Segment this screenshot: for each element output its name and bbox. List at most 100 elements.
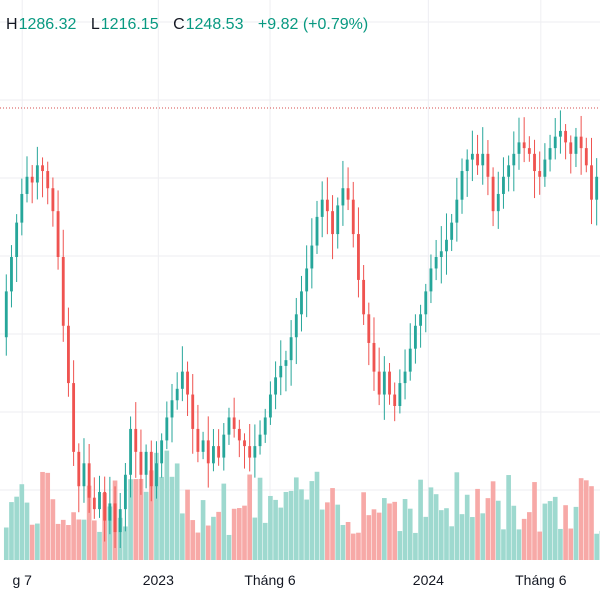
volume-bar <box>449 526 454 560</box>
candle-body <box>553 136 557 149</box>
candle-body <box>362 279 366 315</box>
candle-body <box>476 153 479 166</box>
volume-bar <box>164 450 170 560</box>
candle-body <box>372 342 376 372</box>
candle-body <box>268 394 272 418</box>
close-value: 1248.53 <box>185 16 244 33</box>
volume-bar <box>81 519 87 560</box>
volume-bar <box>154 452 159 560</box>
candle-body <box>149 451 153 487</box>
volume-bar <box>237 508 242 560</box>
volume-bar <box>537 531 543 560</box>
candle-body <box>82 463 86 487</box>
volume-bar <box>71 512 76 560</box>
candle-body <box>165 417 169 441</box>
candle-body <box>56 211 60 257</box>
volume-bar <box>397 531 403 560</box>
volume-bar <box>527 512 532 560</box>
volume-bar <box>138 478 144 560</box>
volume-bar <box>309 481 315 560</box>
candle-body <box>180 371 184 389</box>
volume-bar <box>14 496 19 560</box>
candle-body <box>465 159 469 172</box>
volume-bar <box>133 479 139 560</box>
candle-body <box>584 148 588 166</box>
candle-body <box>491 176 495 212</box>
candle-body <box>486 153 490 177</box>
volume-bar <box>66 525 71 560</box>
volume-bar <box>242 505 247 560</box>
volume-bar <box>226 534 232 560</box>
candle-body <box>569 142 573 154</box>
volume-bar <box>345 521 351 560</box>
candle-body <box>30 176 34 183</box>
volume-bar <box>495 500 501 560</box>
candle-body <box>341 188 345 206</box>
volume-bar <box>174 463 180 560</box>
candle-body <box>77 451 81 487</box>
candle-body <box>41 165 44 172</box>
candle-body <box>517 142 521 154</box>
candle-body <box>388 371 391 395</box>
candle-body <box>139 451 143 475</box>
candle-body <box>408 348 412 372</box>
volume-bars <box>3 450 600 560</box>
candle-body <box>450 222 454 240</box>
candle-body <box>527 148 531 154</box>
high-label: H <box>6 16 18 33</box>
candle-body <box>155 463 158 487</box>
candle-body <box>315 216 319 246</box>
volume-bar <box>86 485 92 560</box>
low-value: 1216.15 <box>100 16 159 33</box>
candle-body <box>574 136 578 154</box>
candle-body <box>548 148 552 160</box>
volume-bar <box>516 529 522 560</box>
volume-bar <box>299 489 304 560</box>
volume-bar <box>387 503 392 560</box>
volume-bar <box>24 502 30 560</box>
candle-body <box>170 400 174 418</box>
candle-body <box>279 365 283 378</box>
candle-body <box>595 176 599 200</box>
volume-bar <box>594 533 599 560</box>
candle-body <box>460 171 464 200</box>
volume-bar <box>60 519 66 560</box>
volume-bar <box>9 502 14 560</box>
x-tick-label: Tháng 6 <box>244 572 296 588</box>
candle-body <box>196 428 200 452</box>
candle-body <box>382 371 386 395</box>
candle-body <box>217 446 221 458</box>
ohlc-legend: H1286.32 L1216.15 C1248.53 +9.82 (+0.79%… <box>6 16 378 34</box>
volume-bar <box>273 499 278 560</box>
candle-body <box>403 371 407 384</box>
candle-body <box>325 199 329 212</box>
volume-bar <box>325 502 330 560</box>
volume-bar <box>402 499 408 560</box>
candle-body <box>543 159 547 177</box>
volume-bar <box>563 505 568 560</box>
candle-body <box>61 257 65 326</box>
volume-bar <box>444 508 449 560</box>
candle-body <box>248 446 252 458</box>
candle-body <box>424 291 428 315</box>
volume-bar <box>407 508 413 560</box>
candle-body <box>46 171 50 189</box>
candle-body <box>20 193 24 223</box>
volume-bar <box>159 476 164 560</box>
close-label: C <box>173 16 185 33</box>
x-tick-label: 2024 <box>413 572 444 588</box>
volume-bar <box>501 529 506 560</box>
volume-bar <box>459 514 465 560</box>
volume-bar <box>180 513 185 560</box>
volume-bar <box>231 508 237 560</box>
candle-body <box>35 165 39 183</box>
volume-bar <box>361 492 366 560</box>
volume-bar <box>288 490 294 560</box>
candle-body <box>331 211 334 235</box>
candle-body <box>4 291 8 338</box>
candle-body <box>367 314 371 343</box>
volume-bar <box>19 484 25 560</box>
volume-bar <box>464 494 470 560</box>
candle-body <box>434 257 438 269</box>
